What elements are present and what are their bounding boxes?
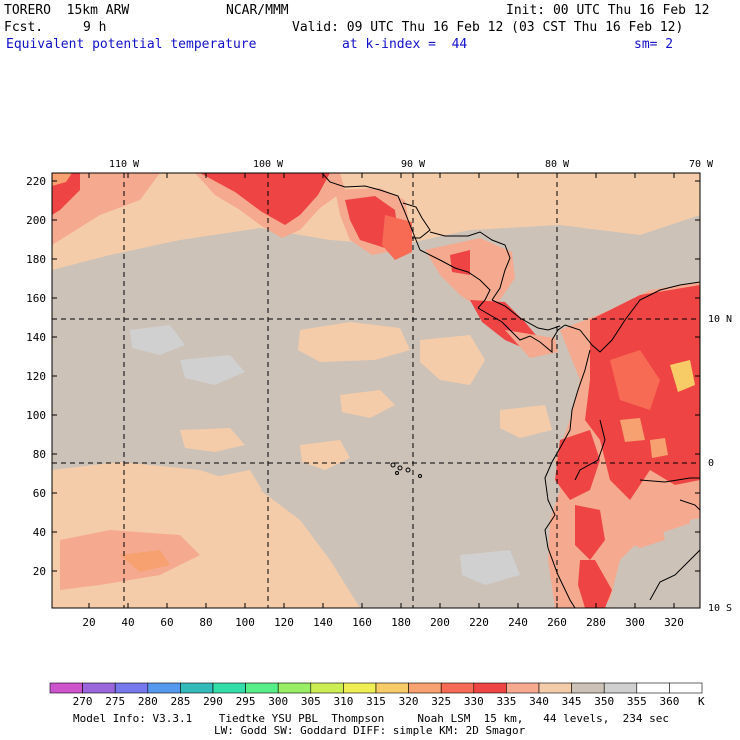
colorbar-label: 280 xyxy=(138,695,158,708)
colorbar-swatch xyxy=(538,682,572,694)
model-info: Model Info: V3.3.1 Tiedtke YSU PBL Thomp… xyxy=(73,712,670,725)
colorbar-swatch xyxy=(245,682,279,694)
colorbar-label: 345 xyxy=(562,695,582,708)
colorbar-label: 340 xyxy=(529,695,549,708)
latitude-label: 10 S xyxy=(708,603,732,614)
colorbar-swatch xyxy=(180,682,214,694)
left-grid-label: 80 xyxy=(33,448,46,461)
model-title: TORERO 15km ARW xyxy=(4,3,130,18)
colorbar-label: 325 xyxy=(431,695,451,708)
init-time: Init: 00 UTC Thu 16 Feb 12 xyxy=(506,3,710,18)
colorbar-swatch xyxy=(114,682,149,694)
left-grid-label: 120 xyxy=(26,370,46,383)
colorbar-swatch xyxy=(375,682,409,694)
bottom-grid-label: 20 xyxy=(82,616,95,629)
colorbar-label: 300 xyxy=(268,695,288,708)
bottom-grid-label: 320 xyxy=(664,616,684,629)
field-name: Equivalent potential temperature xyxy=(6,37,257,52)
longitude-label: 100 W xyxy=(253,159,284,170)
left-grid-label: 200 xyxy=(26,214,46,227)
bottom-grid-label: 80 xyxy=(199,616,212,629)
colorbar-swatch xyxy=(571,682,605,694)
colorbar-swatch xyxy=(440,682,475,694)
left-grid-label: 60 xyxy=(33,487,46,500)
map-field xyxy=(52,173,700,608)
colorbar-swatch xyxy=(212,682,246,694)
colorbar-swatch xyxy=(49,682,83,694)
colorbar-swatch xyxy=(343,682,377,694)
left-grid-label: 100 xyxy=(26,409,46,422)
bottom-grid-label: 300 xyxy=(625,616,645,629)
bottom-grid-label: 280 xyxy=(586,616,606,629)
map-frame xyxy=(51,172,701,609)
colorbar-swatch xyxy=(636,682,670,694)
model-physics: LW: Godd SW: Goddard DIFF: simple KM: 2D… xyxy=(214,724,526,737)
bottom-grid-label: 260 xyxy=(547,616,567,629)
colorbar-label: 290 xyxy=(203,695,223,708)
bottom-grid-label: 40 xyxy=(121,616,134,629)
colorbar-labels: 270 275 280 285 290 295 300 305 310 315 320 325 330 3… xyxy=(73,695,680,708)
colorbar-label: 335 xyxy=(496,695,516,708)
left-grid-label: 160 xyxy=(26,292,46,305)
left-grid-label: 140 xyxy=(26,331,46,344)
left-grid-label: 220 xyxy=(26,175,46,188)
left-grid-label: 40 xyxy=(33,526,46,539)
left-grid-label: 20 xyxy=(33,565,46,578)
colorbar-label: 330 xyxy=(464,695,484,708)
bottom-grid-label: 60 xyxy=(160,616,173,629)
longitude-labels: 110 W 100 W 90 W 80 W 70 W xyxy=(109,159,714,170)
forecast-hour: 9 h xyxy=(83,20,107,35)
colorbar-label: 295 xyxy=(236,695,256,708)
bottom-grid-label: 100 xyxy=(235,616,255,629)
coastlines xyxy=(321,173,700,608)
colorbar-label: 275 xyxy=(105,695,125,708)
bottom-grid-label: 220 xyxy=(469,616,489,629)
colorbar-swatch xyxy=(473,682,507,694)
longitude-label: 70 W xyxy=(689,159,714,170)
colorbar-swatch xyxy=(408,682,442,694)
colorbar xyxy=(49,682,703,694)
colorbar-label: 320 xyxy=(399,695,419,708)
colorbar-label: 360 xyxy=(659,695,679,708)
bottom-grid-label: 200 xyxy=(430,616,450,629)
bottom-grid-label: 140 xyxy=(313,616,333,629)
bottom-grid-labels: 20 40 60 80 100 120 140 160 180 200 220 240 260 280 30… xyxy=(82,616,684,629)
bottom-grid-label: 180 xyxy=(391,616,411,629)
org-label: NCAR/MMM xyxy=(226,3,289,18)
latitude-label: 0 xyxy=(708,458,714,469)
graticule xyxy=(52,173,700,608)
colorbar-label: 355 xyxy=(627,695,647,708)
colorbar-label: 310 xyxy=(333,695,353,708)
colorbar-label: 285 xyxy=(170,695,190,708)
axis-ticks xyxy=(52,173,700,608)
colorbar-label: 270 xyxy=(73,695,93,708)
longitude-label: 110 W xyxy=(109,159,140,170)
left-grid-label: 180 xyxy=(26,253,46,266)
smoothing-label: sm= 2 xyxy=(634,37,674,52)
latitude-labels: 10 N 0 10 S xyxy=(708,314,732,614)
longitude-label: 90 W xyxy=(401,159,426,170)
bottom-grid-label: 240 xyxy=(508,616,528,629)
forecast-label: Fcst. xyxy=(4,20,44,35)
colorbar-swatch xyxy=(506,682,540,694)
colorbar-swatch xyxy=(603,682,638,694)
longitude-label: 80 W xyxy=(545,159,570,170)
bottom-grid-label: 120 xyxy=(274,616,294,629)
colorbar-swatch xyxy=(147,682,181,694)
colorbar-unit: K xyxy=(698,695,705,708)
colorbar-swatch xyxy=(277,682,312,694)
colorbar-label: 315 xyxy=(366,695,386,708)
colorbar-label: 305 xyxy=(301,695,321,708)
galapagos-islands xyxy=(390,462,422,478)
bottom-grid-label: 160 xyxy=(352,616,372,629)
left-grid-labels: 220 200 180 160 140 120 100 80 60 40 20 xyxy=(26,175,46,578)
valid-time: Valid: 09 UTC Thu 16 Feb 12 (03 CST Thu … xyxy=(292,20,684,35)
colorbar-swatch xyxy=(82,682,116,694)
colorbar-swatch xyxy=(669,682,703,694)
level-label: at k-index = 44 xyxy=(342,37,468,52)
colorbar-swatch xyxy=(310,682,344,694)
colorbar-label: 350 xyxy=(594,695,614,708)
latitude-label: 10 N xyxy=(708,314,732,325)
